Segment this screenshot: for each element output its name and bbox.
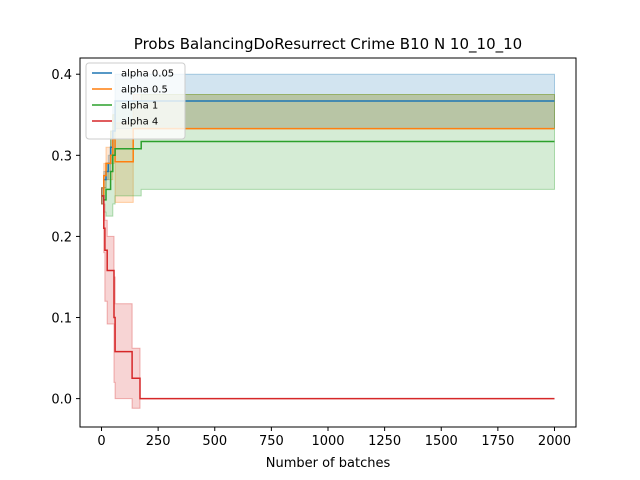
y-tick-label: 0.4	[51, 68, 72, 83]
x-tick-label: 250	[146, 434, 171, 449]
x-tick-label: 2000	[538, 434, 571, 449]
legend-box	[85, 62, 186, 140]
legend-entry: alpha 0.5	[121, 85, 168, 96]
legend-entry: alpha 4	[121, 117, 158, 128]
y-tick-label: 0.1	[51, 312, 72, 327]
x-axis: 0 250 500 750 1000 1250 1500 1750 2000	[97, 427, 571, 449]
x-tick-label: 1250	[368, 434, 401, 449]
line-series-3	[101, 195, 555, 400]
x-tick-label: 1750	[481, 434, 514, 449]
x-tick-label: 500	[202, 434, 227, 449]
y-tick-label: 0.2	[51, 230, 72, 245]
y-axis: 0.0 0.1 0.2 0.3 0.4	[51, 68, 80, 408]
legend-entry: alpha 1	[121, 101, 158, 112]
x-axis-label: Number of batches	[266, 456, 391, 471]
y-tick-label: 0.0	[51, 393, 72, 408]
x-tick-label: 0	[97, 434, 105, 449]
band-series-3	[101, 187, 555, 409]
chart-title: Probs BalancingDoResurrect Crime B10 N 1…	[134, 35, 522, 54]
line-series-2	[101, 140, 555, 201]
legend: alpha 0.05 alpha 0.5 alpha 1 alpha 4	[85, 62, 186, 140]
line-series-1	[101, 127, 555, 197]
x-tick-label: 750	[259, 434, 284, 449]
x-tick-label: 1000	[311, 434, 344, 449]
y-tick-label: 0.3	[51, 149, 72, 164]
legend-entry: alpha 0.05	[121, 69, 174, 80]
x-tick-label: 1500	[425, 434, 458, 449]
